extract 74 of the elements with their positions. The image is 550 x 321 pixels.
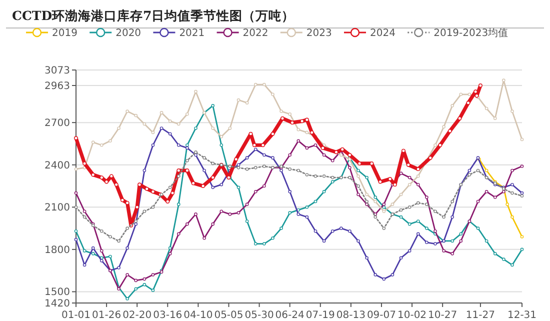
- y-tick-label: 3073: [44, 66, 70, 76]
- point: [428, 156, 432, 160]
- x-tick-label: 10-02: [397, 310, 427, 321]
- y-tick-label: 1500: [44, 287, 70, 298]
- point: [310, 130, 314, 134]
- point: [280, 116, 284, 120]
- x-tick-label: 03-16: [153, 310, 182, 321]
- point: [120, 198, 124, 202]
- chart-title: CCTD环渤海港口库存7日均值季节性图（万吨）: [12, 8, 295, 23]
- point: [416, 167, 420, 172]
- point: [144, 186, 149, 191]
- point: [438, 143, 442, 148]
- x-tick-label: 06-24: [275, 310, 304, 321]
- point: [74, 136, 78, 140]
- x-tick-label: 07-19: [306, 310, 335, 321]
- point: [234, 157, 238, 162]
- point: [170, 191, 174, 196]
- x-tick-label: 09-07: [366, 310, 396, 321]
- point: [151, 190, 155, 194]
- line-series: [74, 104, 524, 300]
- x-tick-label: 02-20: [122, 310, 152, 321]
- point: [91, 172, 96, 177]
- point: [378, 180, 382, 184]
- legend-label: 2021: [179, 28, 205, 39]
- y-tick-label: 2400: [44, 160, 70, 172]
- x-tick-label: 05-05: [214, 310, 244, 321]
- point: [166, 200, 170, 204]
- point: [82, 162, 87, 166]
- point: [114, 182, 118, 187]
- y-tick-label: 1420: [44, 298, 70, 310]
- y-tick-label: 2100: [44, 202, 70, 214]
- point: [448, 129, 452, 133]
- point: [466, 100, 470, 105]
- point: [478, 84, 482, 88]
- point: [125, 200, 130, 205]
- y-tick-label: 2700: [44, 118, 70, 130]
- x-tick-label: 05-30: [244, 310, 274, 321]
- point: [252, 143, 256, 148]
- point: [135, 205, 140, 210]
- point: [348, 153, 352, 157]
- point: [358, 162, 362, 166]
- x-tick-label: 08-13: [336, 310, 366, 321]
- point: [248, 132, 253, 136]
- point: [458, 116, 462, 120]
- line-series: [478, 158, 524, 238]
- legend-label: 2024: [370, 28, 396, 39]
- legend-label: 2022: [242, 28, 268, 39]
- legend-label: 2023: [306, 28, 332, 39]
- point: [406, 162, 410, 167]
- point: [320, 146, 325, 150]
- y-tick-label: 1800: [44, 244, 70, 256]
- point: [191, 181, 196, 186]
- x-tick-label: 01-01: [61, 310, 91, 321]
- legend-label: 2019: [52, 28, 78, 39]
- y-tick-label: 2963: [44, 81, 70, 92]
- point: [370, 162, 374, 166]
- point: [334, 150, 338, 154]
- point: [388, 177, 392, 181]
- x-tick-label: 04-10: [184, 310, 213, 321]
- point: [270, 132, 275, 136]
- point: [201, 184, 206, 188]
- point: [210, 176, 215, 180]
- legend-label: 2020: [116, 28, 142, 39]
- point: [100, 176, 104, 180]
- point: [290, 120, 294, 125]
- x-tick-label: 01-26: [92, 310, 122, 321]
- x-tick-label: 10-27: [428, 310, 458, 321]
- legend-label: 2019-2023均值: [434, 27, 508, 39]
- x-tick-label: 11-27: [466, 310, 495, 321]
- line-series: [74, 84, 482, 228]
- point: [185, 168, 190, 172]
- point: [261, 143, 265, 148]
- x-tick-label: 12-31: [507, 310, 537, 321]
- point: [392, 182, 397, 187]
